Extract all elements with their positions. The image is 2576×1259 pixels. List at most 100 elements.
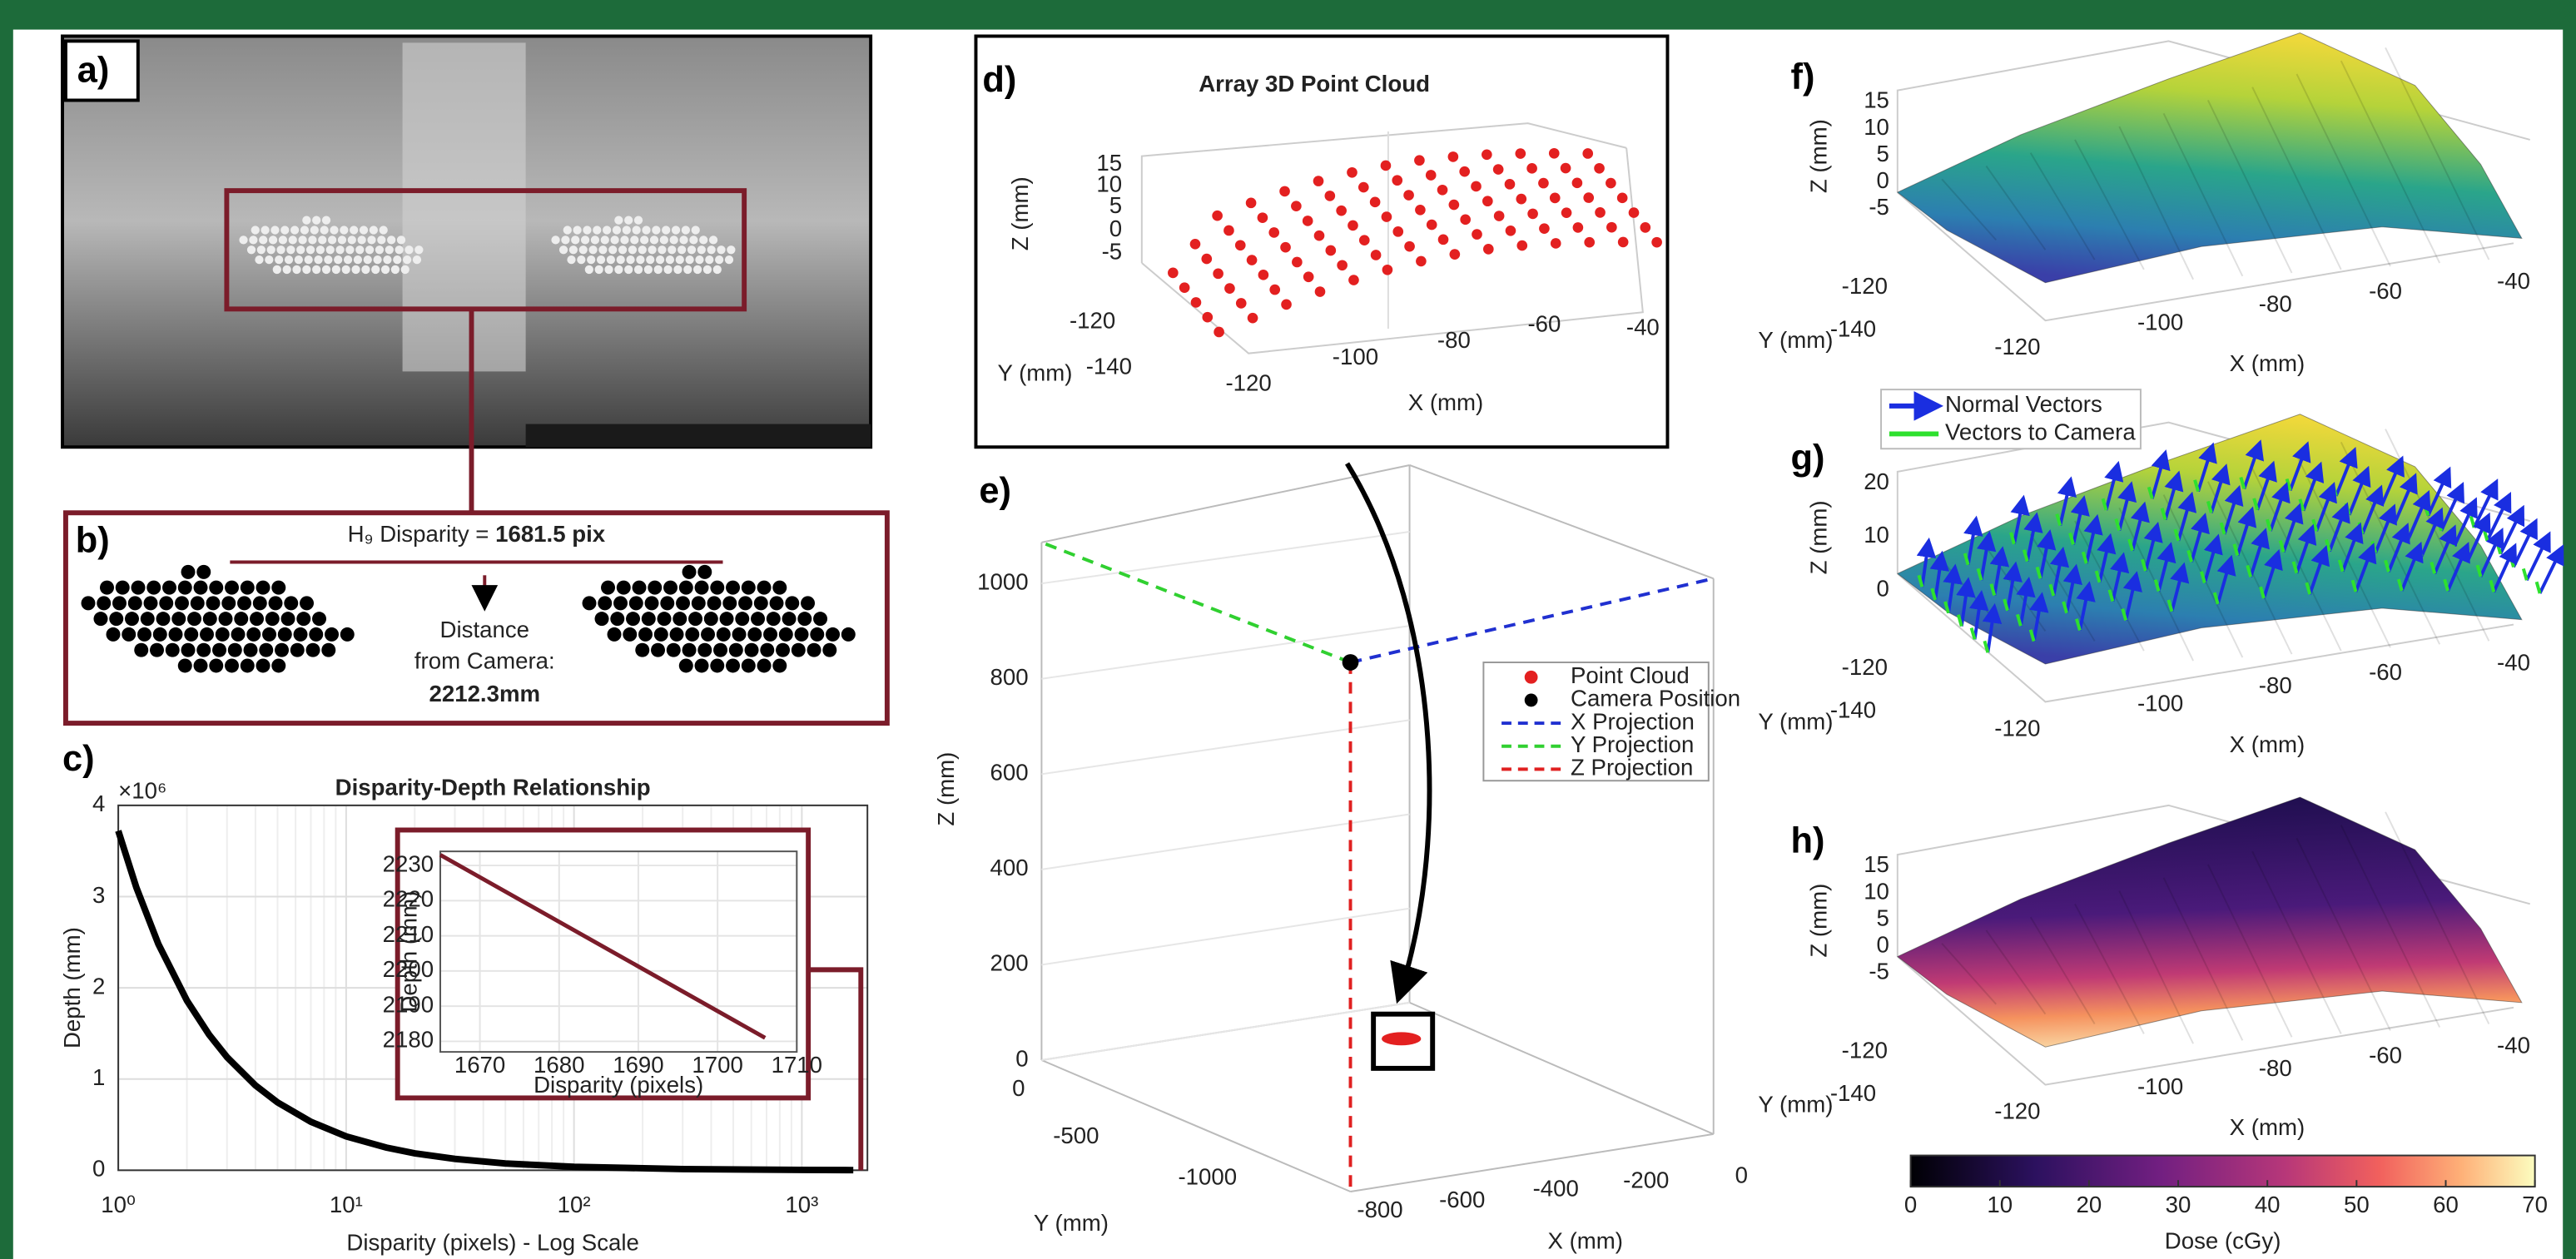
array-element: [367, 235, 375, 244]
array-element: [326, 245, 335, 254]
array-element: [697, 245, 706, 254]
cloud-point: [1448, 151, 1459, 162]
array-element: [695, 581, 709, 595]
array-element: [636, 255, 644, 264]
array-element: [178, 658, 192, 672]
array-element: [306, 245, 315, 254]
array-element: [782, 612, 797, 626]
y-multiplier: ×10⁶: [118, 777, 166, 803]
array-element: [278, 627, 292, 642]
array-element: [334, 255, 342, 264]
array-element: [300, 596, 314, 610]
colorbar-label: Dose (cGy): [2165, 1228, 2281, 1254]
array-element: [644, 265, 653, 274]
x-tick-label: -120: [1994, 715, 2040, 741]
cloud-point: [1438, 235, 1449, 245]
array-element: [697, 643, 712, 657]
array-element: [807, 643, 821, 657]
z-tick-label: 0: [1877, 167, 1889, 193]
array-element: [742, 581, 756, 595]
array-element: [688, 612, 702, 626]
x-tick-label: -800: [1357, 1197, 1402, 1222]
figure: a) b) H₉ Disparity = 1681.5 pix Distance…: [0, 0, 2576, 1259]
array-element: [328, 235, 336, 244]
panel-title: Array 3D Point Cloud: [1199, 71, 1430, 97]
array-element: [393, 255, 401, 264]
disparity-value: 1681.5 pix: [495, 521, 606, 547]
array-element: [298, 235, 306, 244]
array-element: [624, 216, 633, 225]
cloud-point: [1551, 238, 1561, 249]
y-axis-label: Depth (mm): [59, 927, 85, 1048]
array-element: [629, 596, 643, 610]
array-element: [403, 255, 411, 264]
array-element: [251, 226, 260, 234]
array-element: [241, 581, 255, 595]
x-tick-label: -200: [1623, 1167, 1669, 1192]
y-axis-label: Y (mm): [998, 360, 1073, 386]
y-tick-label: 3: [92, 882, 105, 908]
array-element: [322, 216, 330, 225]
x-axis-label: X (mm): [2230, 350, 2305, 376]
cloud-point: [1191, 297, 1202, 308]
x-tick-label: 10¹: [330, 1192, 363, 1217]
colorbar-tick-label: 10: [1987, 1192, 2013, 1217]
array-element: [276, 245, 285, 254]
cloud-point: [1516, 240, 1527, 251]
cloud-point: [1414, 155, 1425, 166]
array-element: [603, 226, 611, 234]
array-element: [607, 255, 615, 264]
array-element: [648, 245, 656, 254]
array-element: [624, 265, 633, 274]
cloud-point: [1572, 178, 1583, 189]
cloud-point: [1450, 249, 1461, 260]
cloud-point: [1279, 186, 1290, 197]
x-tick-label: 1670: [454, 1052, 505, 1078]
array-element: [826, 627, 840, 642]
array-element: [191, 596, 205, 610]
cloud-point: [1223, 226, 1234, 236]
array-element: [82, 596, 96, 610]
array-element: [290, 643, 305, 657]
array-element: [648, 581, 662, 595]
y-tick-label: -140: [1086, 354, 1132, 379]
array-element: [364, 255, 372, 264]
cloud-point: [1606, 222, 1617, 233]
z-axis-label: Z (mm): [933, 752, 959, 826]
array-element: [146, 581, 161, 595]
array-element: [405, 245, 413, 254]
array-element: [250, 612, 264, 626]
array-element: [559, 245, 568, 254]
colorbar-tick-label: 60: [2433, 1192, 2459, 1217]
array-element: [302, 265, 310, 274]
array-element: [271, 581, 285, 595]
x-axis-label: X (mm): [2230, 1114, 2305, 1140]
array-element: [281, 612, 295, 626]
array-element: [134, 643, 148, 657]
array-element: [340, 226, 348, 234]
colorbar-tick-label: 30: [2166, 1192, 2191, 1217]
array-element: [360, 226, 368, 234]
legend-marker: [1525, 694, 1538, 707]
array-element: [597, 255, 605, 264]
array-element: [231, 627, 246, 642]
array-element: [358, 235, 366, 244]
array-element: [241, 658, 255, 672]
array-element: [216, 627, 230, 642]
array-element: [710, 658, 724, 672]
array-element: [593, 226, 601, 234]
z-tick-label: 200: [990, 950, 1029, 976]
array-element: [383, 255, 391, 264]
array-element: [617, 255, 625, 264]
z-axis-label: Z (mm): [1805, 119, 1831, 193]
cloud-point: [1471, 181, 1482, 192]
array-element: [380, 226, 388, 234]
array-element: [348, 235, 356, 244]
cloud-point: [1291, 201, 1302, 211]
cloud-point: [1303, 216, 1313, 226]
array-element: [112, 596, 127, 610]
array-element: [598, 596, 612, 610]
z-tick-label: 10: [1864, 522, 1889, 548]
array-element: [166, 643, 180, 657]
array-element: [308, 235, 316, 244]
